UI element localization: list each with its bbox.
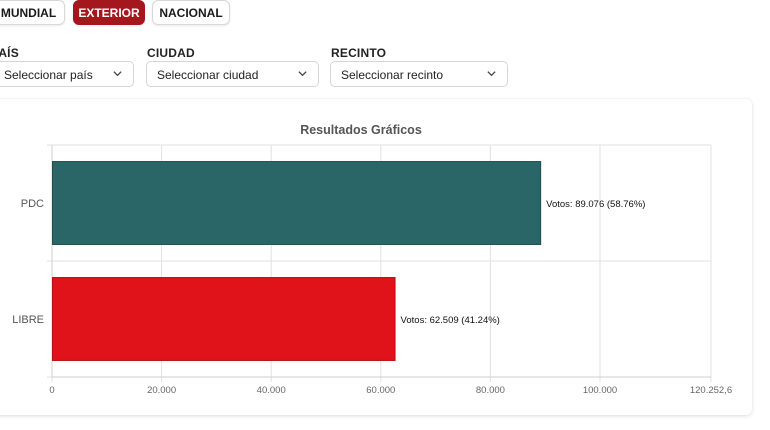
tab-exterior[interactable]: EXTERIOR [73,0,145,25]
venue-select-value: Seleccionar recinto [341,68,444,82]
x-tick-label: 20.000 [147,385,176,396]
chevron-down-icon [298,71,307,77]
x-tick-label: 80.000 [476,385,505,396]
x-tick-label: 60.000 [366,385,395,396]
country-select[interactable]: Seleccionar país [0,61,134,87]
city-filter-label: CIUDAD [147,46,195,60]
chart-title: Resultados Gráficos [300,123,422,137]
x-tick-label: 100.000 [583,385,617,396]
category-label: LIBRE [12,314,44,326]
data-label: Votos: 89.076 (58.76%) [546,199,645,210]
chevron-down-icon [113,71,122,77]
venue-filter-label: RECINTO [331,46,387,60]
x-tick-label: 40.000 [257,385,286,396]
city-select-value: Seleccionar ciudad [157,68,259,82]
tab-nacional[interactable]: NACIONAL [152,0,230,25]
data-label: Votos: 62.509 (41.24%) [401,315,500,326]
country-select-value: Seleccionar país [4,68,93,82]
country-filter-label: PAÍS [0,46,19,60]
tab-mundial[interactable]: MUNDIAL [0,0,65,25]
x-tick-label: 0 [49,385,54,396]
chevron-down-icon [487,71,496,77]
city-select[interactable]: Seleccionar ciudad [146,61,319,87]
category-label: PDC [21,198,44,210]
bar-pdc [52,161,542,245]
x-tick-label: 120.252,6 [690,385,732,396]
results-chart-card [0,99,752,415]
bar-libre [52,277,396,361]
venue-select[interactable]: Seleccionar recinto [330,61,508,87]
